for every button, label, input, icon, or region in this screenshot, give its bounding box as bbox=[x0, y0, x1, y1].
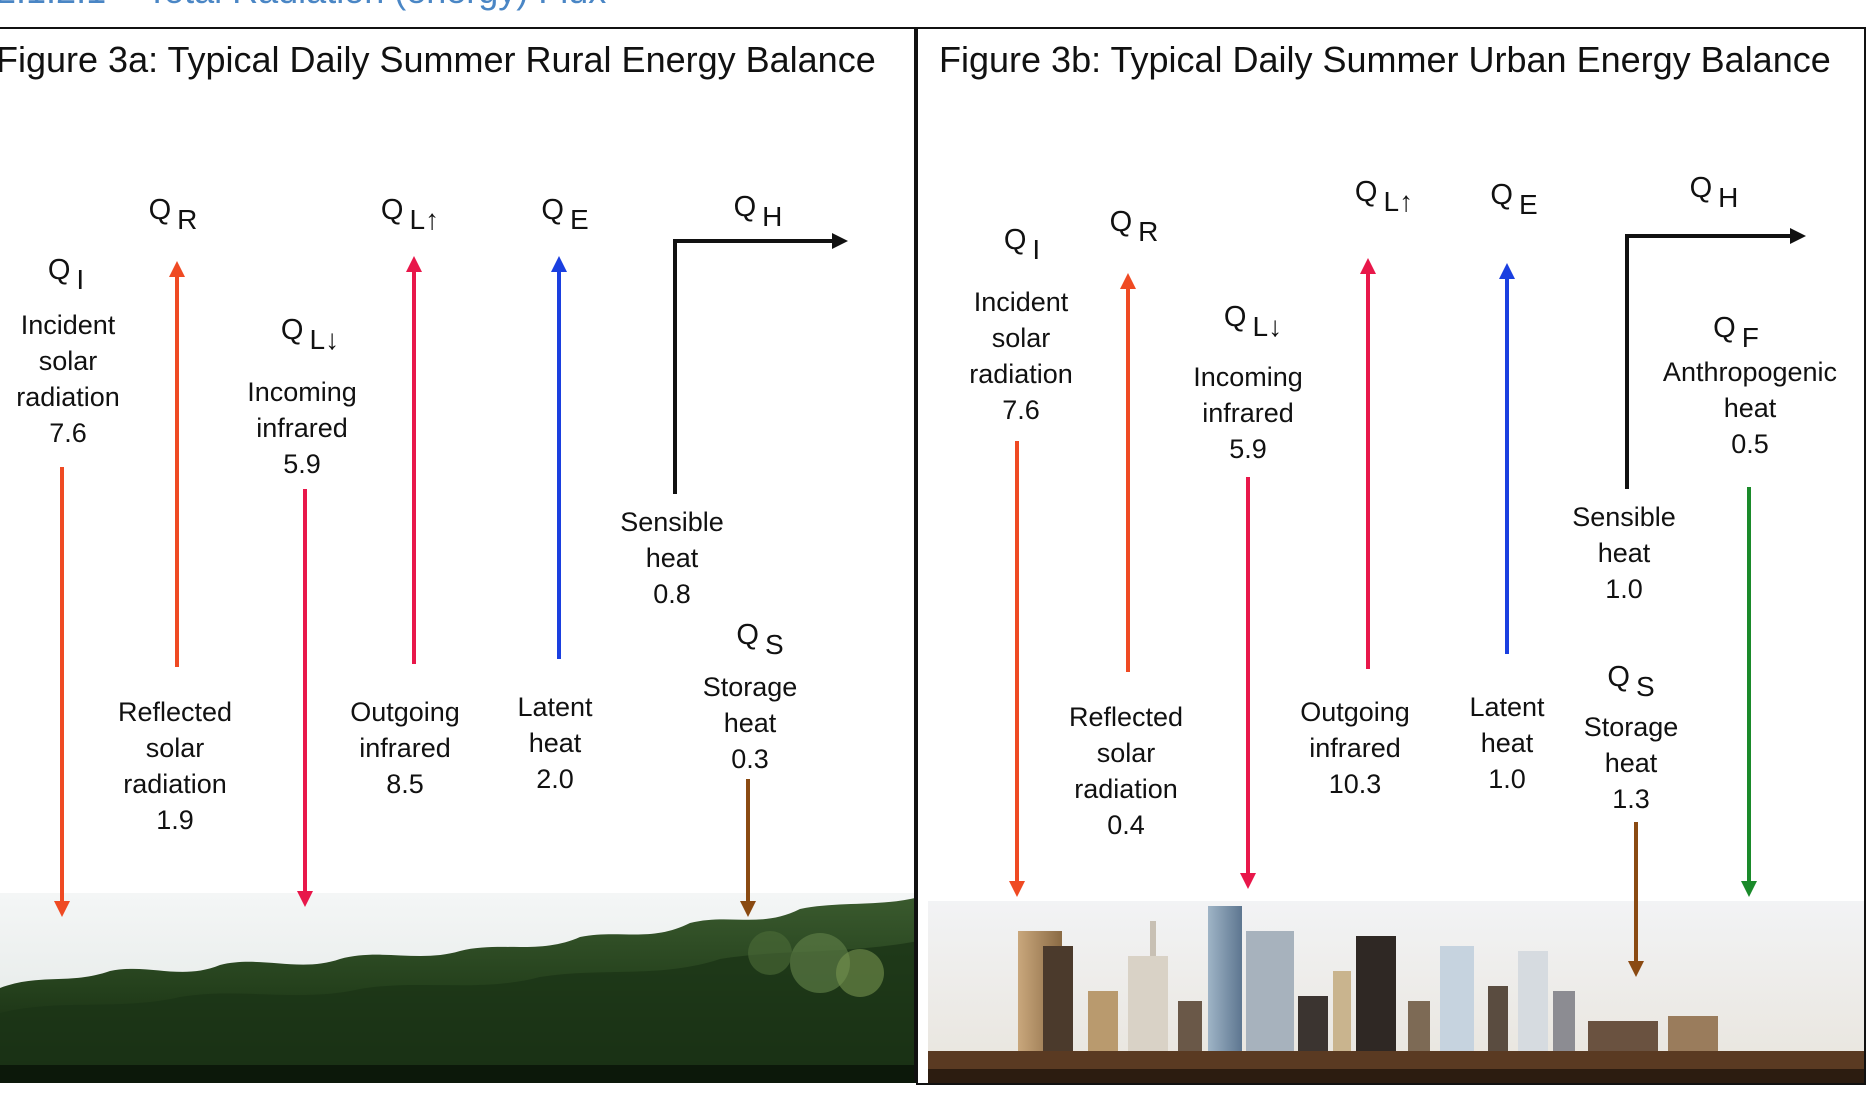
forest-scene-image bbox=[0, 893, 919, 1083]
urban-incoming-infrared-label: Incoming infrared 5.9 bbox=[1193, 362, 1303, 464]
rural-outgoing-infrared-label: Outgoing infrared 8.5 bbox=[350, 697, 460, 799]
rural-sensible-heat-label: Sensible heat 0.8 bbox=[620, 507, 724, 609]
urban-sensible-heat-label: Sensible heat 1.0 bbox=[1572, 502, 1676, 604]
rural-qlu-symbol: Q L↑ bbox=[380, 194, 440, 235]
urban-latent-heat-label: Latent heat 1.0 bbox=[1469, 692, 1545, 794]
city-skyline-image bbox=[928, 901, 1864, 1083]
urban-incident-solar-label: Incident solar radiation 7.6 bbox=[969, 287, 1073, 425]
rural-latent-heat-label: Latent heat 2.0 bbox=[517, 692, 593, 794]
rural-incident-solar-label: Incident solar radiation 7.6 bbox=[16, 310, 120, 448]
panel-divider bbox=[914, 27, 917, 1081]
rural-storage-heat-label: Storage heat 0.3 bbox=[702, 672, 798, 774]
rural-qld-symbol: Q L↓ bbox=[280, 314, 340, 355]
urban-panel-title: Figure 3b: Typical Daily Summer Urban En… bbox=[939, 39, 1831, 80]
urban-anthropogenic-heat-label: Anthropogenic heat 0.5 bbox=[1662, 357, 1838, 459]
urban-reflected-solar-label: Reflected solar radiation 0.4 bbox=[1068, 702, 1184, 840]
urban-panel: Figure 3b: Typical Daily Summer Urban En… bbox=[916, 27, 1866, 1085]
section-number: 2.1.2.1 bbox=[0, 0, 106, 12]
urban-sensible-heat-arrow bbox=[1625, 228, 1806, 489]
rural-sensible-heat-arrow bbox=[673, 233, 848, 494]
urban-qlu-symbol: Q L↑ bbox=[1354, 176, 1414, 217]
section-heading: 2.1.2.1 Total Radiation (energy) Flux bbox=[0, 0, 606, 12]
rural-arrows bbox=[54, 233, 848, 917]
section-title: Total Radiation (energy) Flux bbox=[146, 0, 606, 11]
rural-panel-title: Figure 3a: Typical Daily Summer Rural En… bbox=[0, 39, 876, 80]
urban-arrows bbox=[1009, 228, 1806, 977]
urban-outgoing-infrared-label: Outgoing infrared 10.3 bbox=[1300, 697, 1410, 799]
urban-storage-heat-label: Storage heat 1.3 bbox=[1583, 712, 1679, 814]
rural-incoming-infrared-label: Incoming infrared 5.9 bbox=[247, 377, 357, 479]
urban-qld-symbol: Q L↓ bbox=[1223, 301, 1283, 342]
rural-reflected-solar-label: Reflected solar radiation 1.9 bbox=[117, 697, 233, 835]
rural-panel: Figure 3a: Typical Daily Summer Rural En… bbox=[0, 27, 919, 1083]
